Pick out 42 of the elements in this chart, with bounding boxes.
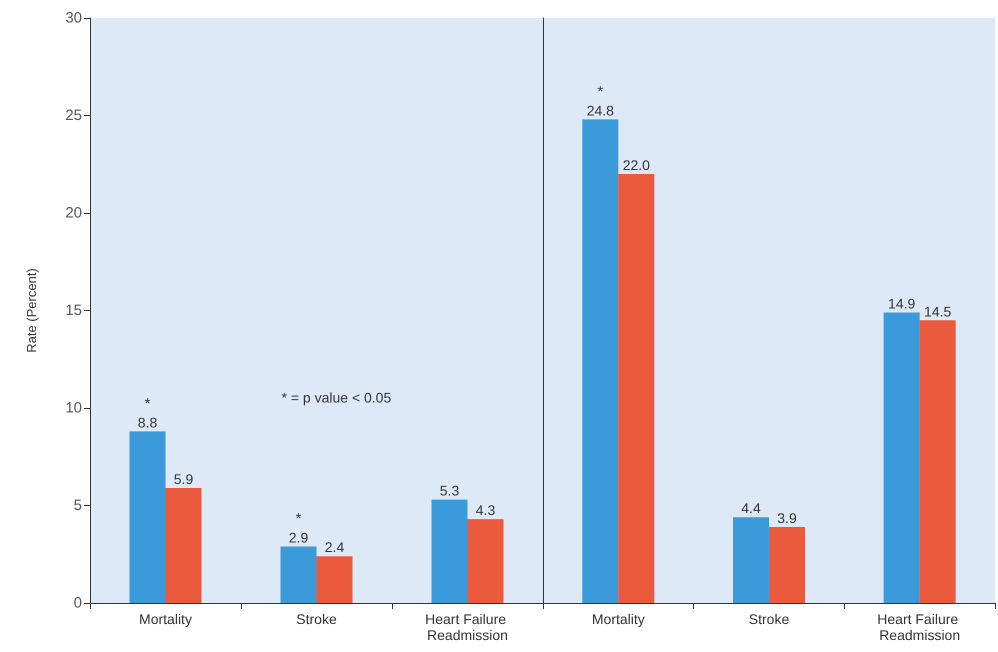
bar (733, 517, 769, 603)
bar (130, 431, 166, 603)
x-tick-label: Heart Failure Readmission (877, 611, 962, 643)
x-tick-label: Mortality (139, 611, 192, 627)
bar (884, 312, 920, 603)
y-tick-label: 20 (65, 204, 82, 222)
bar (769, 526, 805, 603)
x-tick-label: Stroke (296, 611, 337, 627)
annotation: * (597, 83, 604, 100)
x-tick-label: Mortality (592, 611, 645, 627)
bar (166, 488, 202, 603)
y-tick-label: 15 (65, 302, 82, 319)
bar (316, 556, 352, 603)
data-label: 4.3 (476, 502, 496, 518)
data-label: 3.9 (777, 510, 797, 526)
y-tick-label: 25 (65, 107, 82, 124)
y-tick-label: 0 (74, 594, 82, 612)
y-tick-label: 10 (65, 400, 82, 416)
bar (618, 174, 654, 603)
data-label: 14.5 (924, 303, 952, 320)
data-label: 8.8 (138, 414, 158, 430)
x-tick-label: Stroke (748, 611, 790, 627)
annotation: * = p value < 0.05 (282, 389, 392, 406)
data-label: 5.3 (440, 482, 460, 499)
data-label: 22.0 (622, 157, 650, 173)
annotation: * (296, 510, 302, 528)
bar (468, 519, 504, 603)
bar (582, 119, 618, 603)
bar (920, 320, 956, 603)
bar (432, 500, 468, 603)
data-label: 5.9 (174, 470, 194, 487)
annotation: * (144, 395, 151, 412)
y-axis-title: Rate (Percent) (24, 268, 39, 353)
data-label: 2.9 (288, 529, 308, 546)
y-tick-label: 5 (74, 497, 82, 514)
x-tick-label: Heart Failure Readmission (425, 611, 510, 643)
bar (280, 546, 316, 603)
data-label: 24.8 (586, 102, 614, 118)
data-label: 4.4 (741, 500, 761, 516)
data-label: 14.9 (888, 295, 916, 312)
y-tick-label: 30 (65, 10, 82, 26)
data-label: 2.4 (324, 539, 344, 556)
